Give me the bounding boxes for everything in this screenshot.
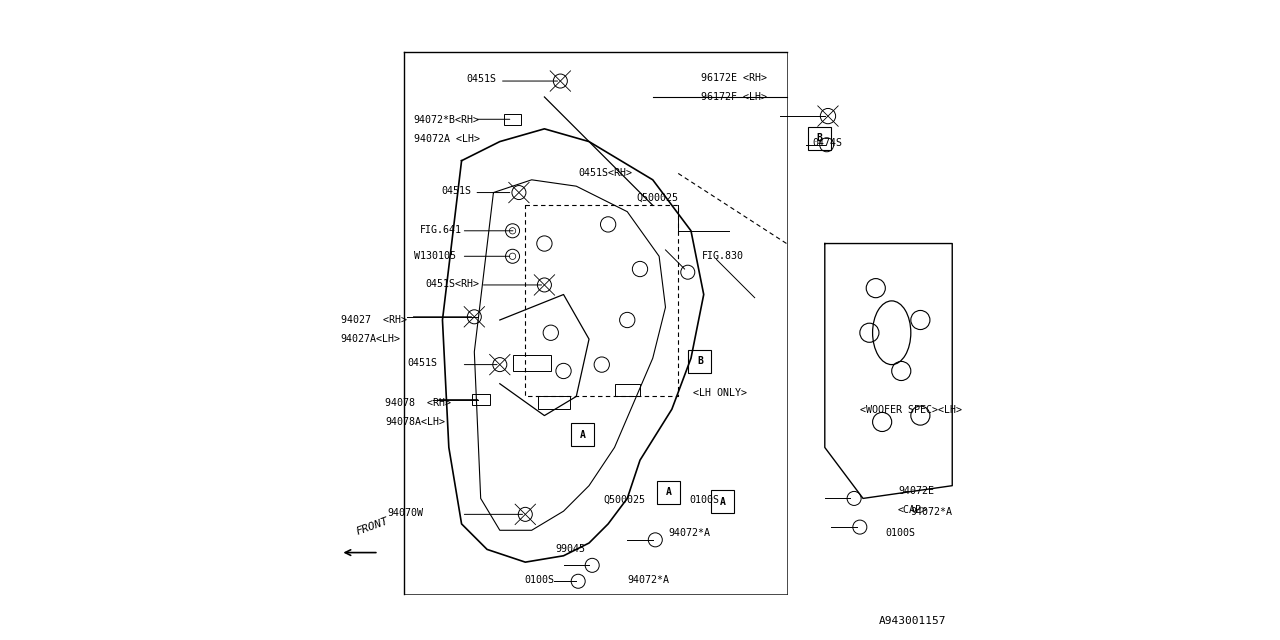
- Text: A943001157: A943001157: [878, 616, 946, 626]
- Text: 94027A<LH>: 94027A<LH>: [340, 334, 401, 344]
- Text: 0451S: 0451S: [407, 358, 438, 369]
- Text: <CAP>: <CAP>: [899, 505, 928, 515]
- Bar: [571, 423, 594, 446]
- Text: 94027  <RH>: 94027 <RH>: [340, 315, 407, 325]
- Bar: [614, 384, 640, 396]
- Text: FIG.830: FIG.830: [701, 252, 744, 261]
- Text: <LH ONLY>: <LH ONLY>: [692, 388, 746, 398]
- Text: FIG.641: FIG.641: [420, 225, 462, 234]
- Text: 96172E <RH>: 96172E <RH>: [701, 73, 767, 83]
- Text: 94072*A: 94072*A: [627, 575, 669, 585]
- Text: 94078A<LH>: 94078A<LH>: [385, 417, 445, 427]
- Text: 94072A <LH>: 94072A <LH>: [413, 134, 480, 144]
- Text: W130105: W130105: [413, 251, 456, 260]
- Text: B: B: [817, 133, 822, 143]
- Text: A: A: [719, 497, 726, 507]
- Bar: [712, 490, 735, 513]
- Text: Q500025: Q500025: [637, 193, 678, 203]
- Text: FRONT: FRONT: [355, 516, 390, 537]
- Text: Q500025: Q500025: [603, 495, 645, 505]
- Text: 96172F <LH>: 96172F <LH>: [701, 92, 767, 102]
- Bar: [657, 481, 680, 504]
- Text: 0474S: 0474S: [812, 138, 842, 148]
- Text: A: A: [580, 429, 585, 440]
- Text: 94072*A: 94072*A: [668, 529, 710, 538]
- Text: 94072*A: 94072*A: [911, 508, 952, 518]
- Text: 94070W: 94070W: [388, 508, 424, 518]
- Text: 99045: 99045: [556, 545, 586, 554]
- Text: 0451S<RH>: 0451S<RH>: [579, 168, 632, 179]
- Bar: [512, 355, 550, 371]
- Text: 0100S: 0100S: [690, 495, 719, 505]
- Text: 0451S<RH>: 0451S<RH>: [425, 279, 480, 289]
- Text: <WOOFER SPEC><LH>: <WOOFER SPEC><LH>: [860, 406, 961, 415]
- Text: 0100S: 0100S: [886, 529, 915, 538]
- Bar: [503, 113, 521, 125]
- Text: 0451S: 0451S: [442, 186, 471, 196]
- Text: 0451S: 0451S: [467, 74, 497, 84]
- Bar: [538, 396, 570, 409]
- Bar: [472, 394, 490, 405]
- Text: 94072*B<RH>: 94072*B<RH>: [413, 115, 480, 125]
- Text: 0100S: 0100S: [524, 575, 554, 585]
- Bar: [689, 350, 712, 373]
- Text: B: B: [698, 356, 703, 367]
- Text: A: A: [666, 487, 672, 497]
- Text: 94078  <RH>: 94078 <RH>: [385, 397, 451, 408]
- Text: 94072E: 94072E: [899, 486, 934, 495]
- Bar: [808, 127, 831, 150]
